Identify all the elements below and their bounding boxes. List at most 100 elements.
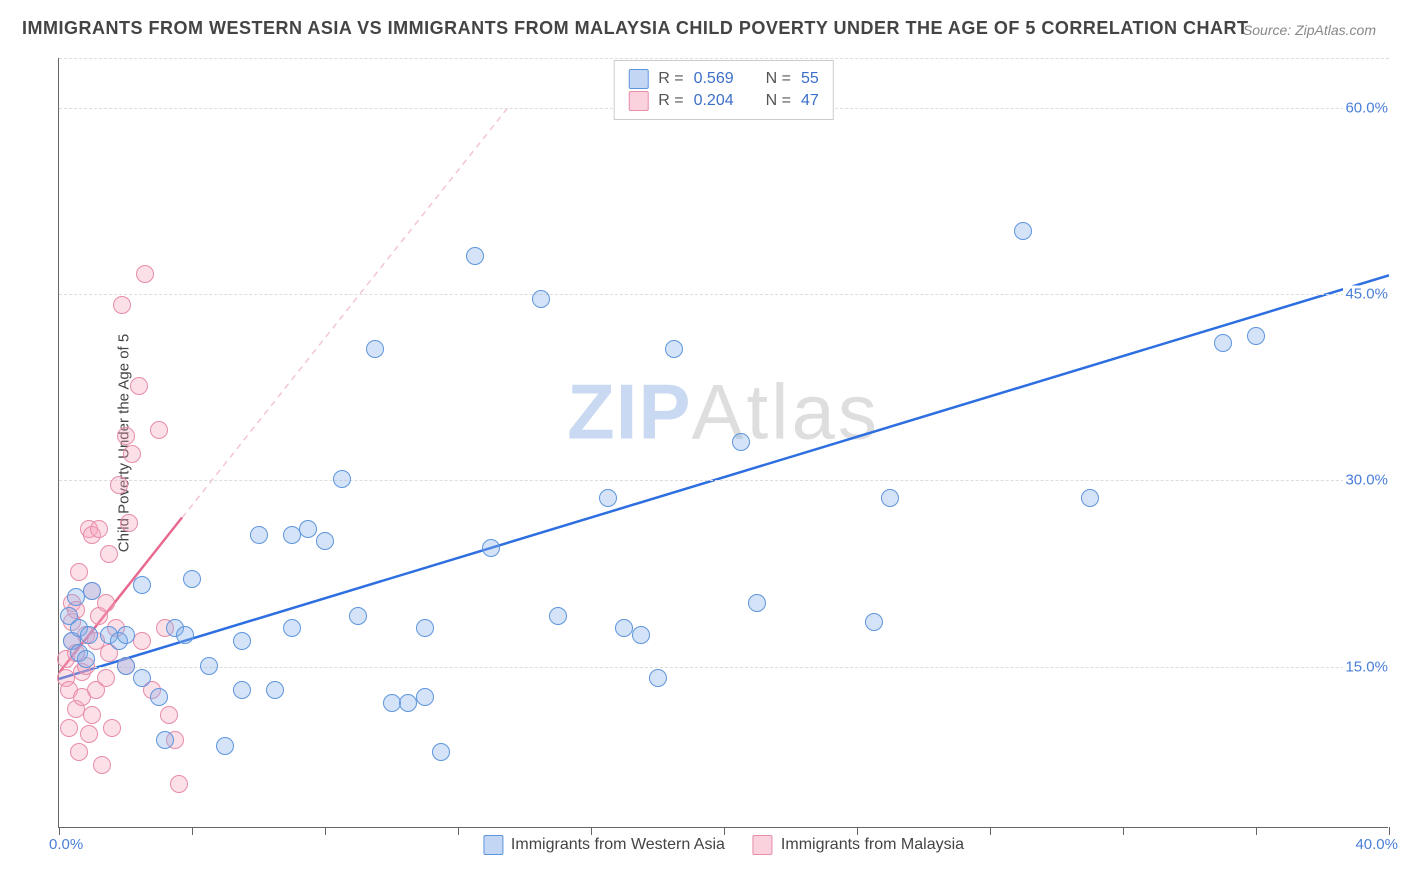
data-point (70, 563, 88, 581)
legend-swatch (483, 835, 503, 855)
data-point (632, 626, 650, 644)
x-tick (325, 827, 326, 835)
data-point (1214, 334, 1232, 352)
data-point (117, 427, 135, 445)
legend-row: R = 0.204 N = 47 (628, 91, 819, 111)
data-point (133, 576, 151, 594)
data-point (316, 532, 334, 550)
data-point (432, 743, 450, 761)
r-value: 0.569 (694, 70, 734, 88)
data-point (120, 514, 138, 532)
data-point (383, 694, 401, 712)
data-point (549, 607, 567, 625)
data-point (160, 706, 178, 724)
legend-swatch (628, 91, 648, 111)
data-point (156, 731, 174, 749)
data-point (466, 247, 484, 265)
x-tick (59, 827, 60, 835)
data-point (133, 632, 151, 650)
gridline (59, 480, 1389, 481)
correlation-legend: R = 0.569 N = 55 R = 0.204 N = 47 (613, 60, 834, 120)
data-point (67, 588, 85, 606)
x-tick (1123, 827, 1124, 835)
data-point (200, 657, 218, 675)
data-point (532, 290, 550, 308)
data-point (366, 340, 384, 358)
legend-item: Immigrants from Malaysia (753, 835, 964, 855)
data-point (732, 433, 750, 451)
r-label: R = (658, 70, 683, 88)
data-point (150, 688, 168, 706)
data-point (113, 296, 131, 314)
n-value: 47 (801, 92, 819, 110)
x-tick (591, 827, 592, 835)
data-point (97, 669, 115, 687)
x-tick (857, 827, 858, 835)
watermark-atlas: Atlas (691, 367, 879, 455)
watermark: ZIPAtlas (567, 366, 880, 457)
legend-item: Immigrants from Western Asia (483, 835, 725, 855)
data-point (176, 626, 194, 644)
chart-title: IMMIGRANTS FROM WESTERN ASIA VS IMMIGRAN… (22, 18, 1249, 39)
data-point (117, 657, 135, 675)
data-point (183, 570, 201, 588)
trend-lines (59, 58, 1389, 828)
data-point (1081, 489, 1099, 507)
watermark-zip: ZIP (567, 367, 691, 455)
data-point (130, 377, 148, 395)
data-point (266, 681, 284, 699)
data-point (482, 539, 500, 557)
y-tick-label: 15.0% (1343, 658, 1390, 675)
legend-label: Immigrants from Malaysia (781, 836, 964, 854)
x-tick (458, 827, 459, 835)
data-point (83, 582, 101, 600)
legend-label: Immigrants from Western Asia (511, 836, 725, 854)
data-point (80, 626, 98, 644)
data-point (250, 526, 268, 544)
data-point (665, 340, 683, 358)
y-tick-label: 45.0% (1343, 285, 1390, 302)
data-point (416, 688, 434, 706)
data-point (60, 719, 78, 737)
data-point (117, 626, 135, 644)
gridline (59, 667, 1389, 668)
data-point (136, 265, 154, 283)
data-point (748, 594, 766, 612)
data-point (133, 669, 151, 687)
chart-area: Child Poverty Under the Age of 5 ZIPAtla… (58, 58, 1388, 828)
data-point (100, 545, 118, 563)
y-tick-label: 60.0% (1343, 99, 1390, 116)
data-point (1014, 222, 1032, 240)
data-point (80, 725, 98, 743)
data-point (299, 520, 317, 538)
data-point (93, 756, 111, 774)
plot-region: Child Poverty Under the Age of 5 ZIPAtla… (58, 58, 1388, 828)
x-axis-min-label: 0.0% (49, 836, 83, 853)
data-point (416, 619, 434, 637)
x-tick (724, 827, 725, 835)
series-legend: Immigrants from Western Asia Immigrants … (483, 835, 964, 855)
data-point (399, 694, 417, 712)
data-point (1247, 327, 1265, 345)
legend-row: R = 0.569 N = 55 (628, 69, 819, 89)
data-point (615, 619, 633, 637)
data-point (110, 476, 128, 494)
data-point (103, 719, 121, 737)
data-point (283, 619, 301, 637)
data-point (881, 489, 899, 507)
x-tick (990, 827, 991, 835)
data-point (649, 669, 667, 687)
data-point (170, 775, 188, 793)
r-value: 0.204 (694, 92, 734, 110)
gridline (59, 58, 1389, 59)
data-point (233, 681, 251, 699)
gridline (59, 294, 1389, 295)
data-point (233, 632, 251, 650)
legend-swatch (628, 69, 648, 89)
data-point (150, 421, 168, 439)
r-label: R = (658, 92, 683, 110)
data-point (349, 607, 367, 625)
x-tick (1256, 827, 1257, 835)
data-point (123, 445, 141, 463)
source-attribution: Source: ZipAtlas.com (1243, 22, 1376, 38)
